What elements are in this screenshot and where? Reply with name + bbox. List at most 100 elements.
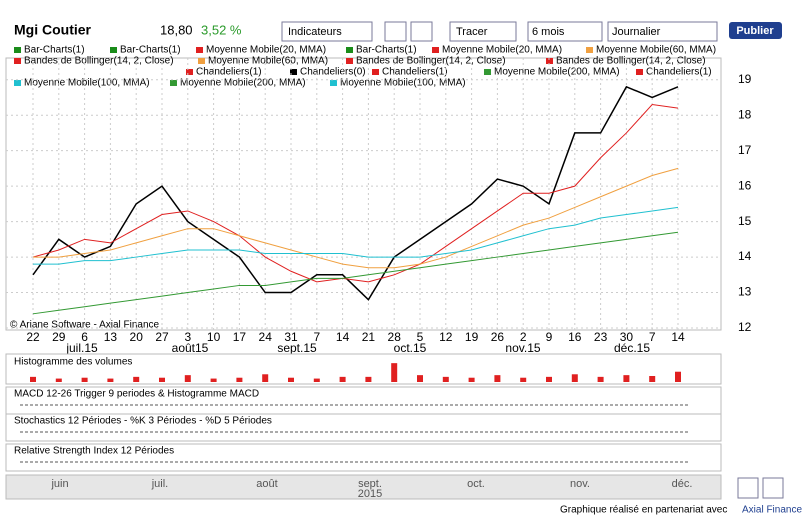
volume-bar <box>210 378 217 382</box>
y-tick-label: 14 <box>738 249 752 263</box>
x-tick-label: 7 <box>649 330 656 344</box>
legend-swatch <box>586 47 593 53</box>
publish-label: Publier <box>736 25 774 37</box>
navigator-label: 2015 <box>358 488 382 500</box>
indicators-label: Indicateurs <box>288 26 342 38</box>
legend-label: Moyenne Mobile(200, MMA) <box>180 78 306 89</box>
panel-title: Stochastics 12 Périodes - %K 3 Périodes … <box>14 416 272 427</box>
legend-swatch <box>14 80 21 86</box>
x-tick-label: 6 <box>81 330 88 344</box>
volume-bar <box>391 363 398 382</box>
legend-label: Bar-Charts(1) <box>120 45 181 56</box>
navigator-label: oct. <box>467 478 485 490</box>
volume-bar <box>81 377 88 382</box>
legend-label: Moyenne Mobile(200, MMA) <box>494 67 620 78</box>
panel-frame <box>5 413 722 442</box>
copyright: © Ariane Software - Axial Finance <box>10 320 160 331</box>
legend-swatch <box>170 80 177 86</box>
volume-bar <box>313 378 320 382</box>
volume-bar <box>184 375 191 382</box>
legend-label: Moyenne Mobile(20, MMA) <box>442 45 562 56</box>
month-label: août15 <box>172 341 209 355</box>
legend-label: Bar-Charts(1) <box>24 45 85 56</box>
month-label: nov.15 <box>505 341 540 355</box>
legend-swatch <box>290 69 297 75</box>
y-tick-label: 15 <box>738 214 752 228</box>
footer-text: Graphique réalisé en partenariat avec <box>560 505 727 516</box>
x-tick-label: 20 <box>130 330 144 344</box>
x-tick-label: 29 <box>52 330 66 344</box>
x-tick-label: 3 <box>184 330 191 344</box>
month-label: oct.15 <box>394 341 427 355</box>
navigator-label: juil. <box>151 478 169 490</box>
x-tick-label: 23 <box>594 330 608 344</box>
legend-label: Chandeliers(1) <box>196 67 262 78</box>
y-tick-label: 19 <box>738 72 752 86</box>
legend-swatch <box>432 47 439 53</box>
legend-label: Moyenne Mobile(20, MMA) <box>206 45 326 56</box>
indicators-button[interactable] <box>281 21 373 42</box>
volume-bar <box>623 375 630 382</box>
panel-frame <box>5 443 722 472</box>
legend-label: Bandes de Bollinger(14, 2, Close) <box>356 56 506 67</box>
navigator-label: août <box>256 478 277 490</box>
navigator-label: nov. <box>570 478 590 490</box>
publish-button[interactable] <box>729 22 782 39</box>
y-tick-label: 12 <box>738 320 752 334</box>
month-label: déc.15 <box>614 341 650 355</box>
panel-title: Relative Strength Index 12 Périodes <box>14 446 174 457</box>
legend-swatch <box>346 58 353 64</box>
x-tick-label: 5 <box>417 330 424 344</box>
legend-swatch <box>196 47 203 53</box>
x-tick-label: 2 <box>520 330 527 344</box>
period-select[interactable] <box>527 21 603 42</box>
volume-bar <box>649 376 656 382</box>
x-tick-label: 22 <box>26 330 40 344</box>
line-tool[interactable] <box>384 21 407 42</box>
price-line <box>32 231 679 315</box>
legend-swatch <box>110 47 117 53</box>
x-tick-label: 12 <box>439 330 453 344</box>
volume-bar <box>262 374 269 382</box>
month-label: sept.15 <box>277 341 317 355</box>
volume-bar <box>236 377 243 382</box>
legend-label: Bar-Charts(1) <box>356 45 417 56</box>
x-tick-label: 14 <box>336 330 350 344</box>
legend-label: Moyenne Mobile(100, MMA) <box>340 78 466 89</box>
legend-label: Moyenne Mobile(60, MMA) <box>208 56 328 67</box>
legend-label: Chandeliers(1) <box>382 67 448 78</box>
x-tick-label: 19 <box>465 330 479 344</box>
angle-tool[interactable] <box>410 21 433 42</box>
price-line <box>32 85 679 301</box>
legend-swatch <box>636 69 643 75</box>
price-line <box>33 167 679 269</box>
interval-select[interactable] <box>607 21 718 42</box>
volume-bar <box>546 376 552 382</box>
scroll-button[interactable] <box>762 477 784 499</box>
volume-bar <box>339 376 346 382</box>
legend-swatch <box>186 69 193 75</box>
legend-label: Bandes de Bollinger(14, 2, Close) <box>24 56 174 67</box>
panel-frame <box>5 353 722 385</box>
x-tick-label: 31 <box>284 330 298 344</box>
month-label: juil.15 <box>65 341 98 355</box>
volume-bar <box>520 377 527 382</box>
stock-name: Mgi Coutier <box>14 22 92 38</box>
legend-label: Bandes de Bollinger(14, 2, Close) <box>556 56 706 67</box>
x-tick-label: 17 <box>233 330 247 344</box>
y-tick-label: 17 <box>738 143 752 157</box>
volume-bar <box>571 374 578 382</box>
volume-bar <box>675 371 681 382</box>
draw-button[interactable] <box>449 21 517 42</box>
price-line <box>32 104 679 283</box>
volume-bar <box>55 378 62 382</box>
navigator-label: juin <box>50 478 68 490</box>
volume-bar <box>468 377 475 382</box>
panel-title: MACD 12-26 Trigger 9 periodes & Histogra… <box>14 389 259 400</box>
scroll-button[interactable] <box>737 477 759 499</box>
footer-link[interactable]: Axial Finance <box>742 505 802 516</box>
volume-bar <box>417 375 423 382</box>
volume-bar <box>365 376 372 382</box>
